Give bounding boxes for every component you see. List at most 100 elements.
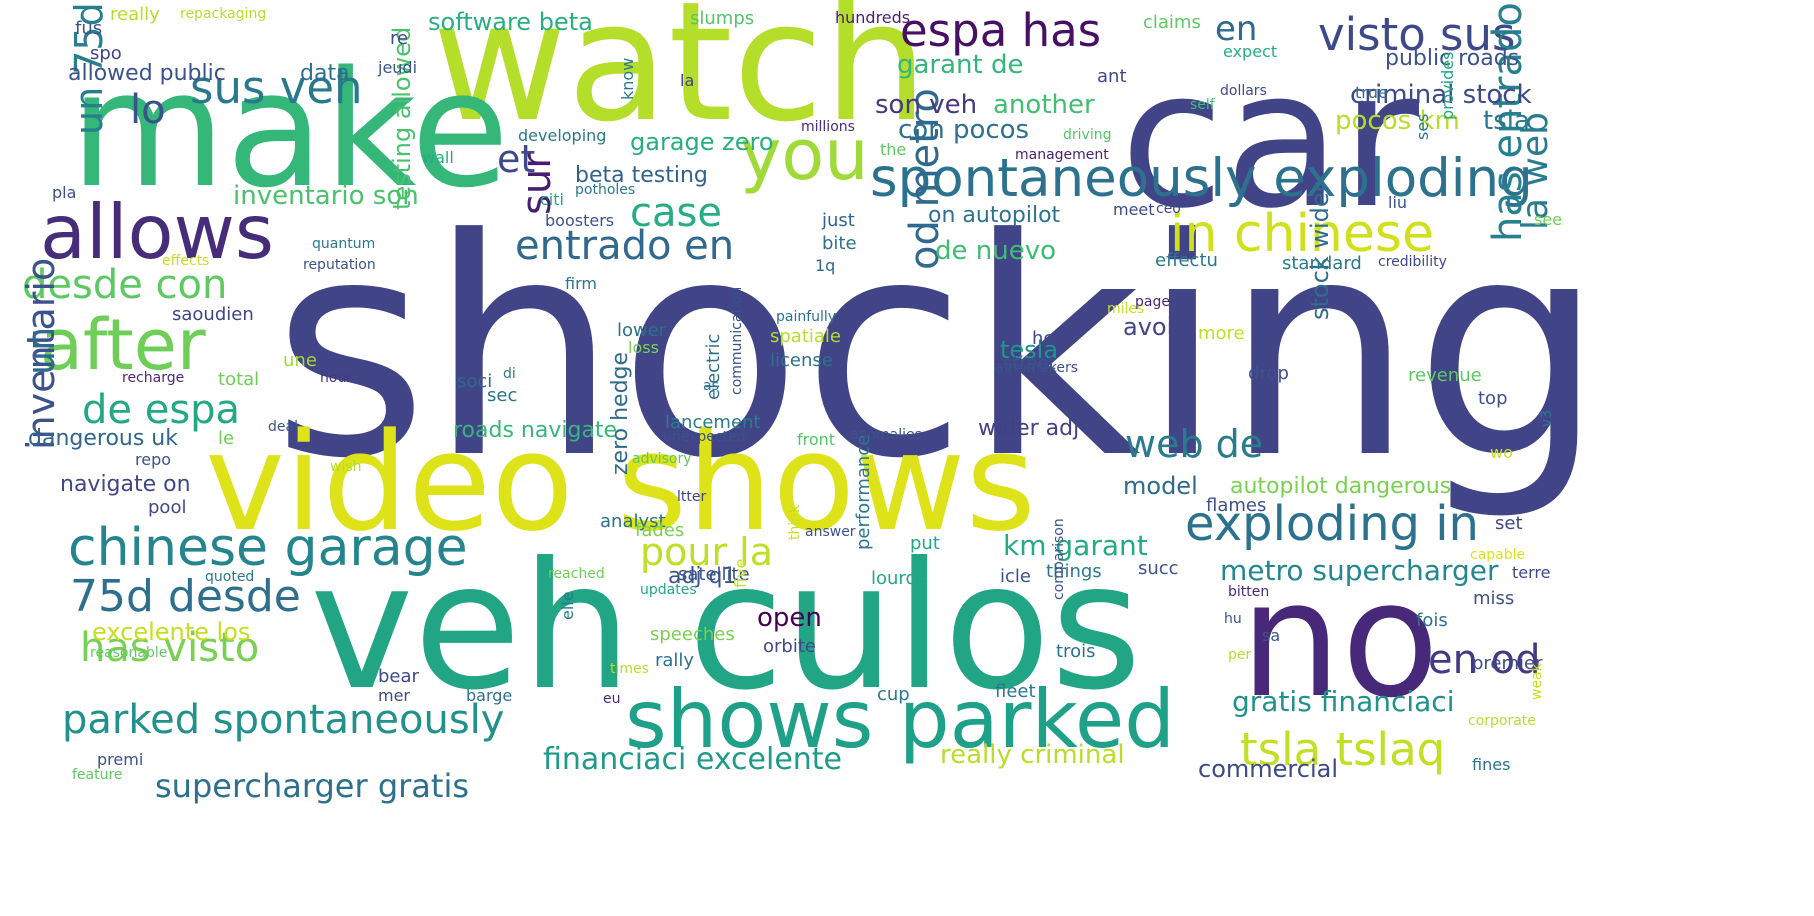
cloud-word: automakers <box>995 360 1078 376</box>
cloud-word: expect <box>1223 42 1278 61</box>
cloud-word: effectu <box>1155 250 1218 271</box>
cloud-word: dangerous uk <box>28 426 178 451</box>
cloud-word: sus veh <box>190 61 363 114</box>
cloud-word: bite <box>822 233 857 254</box>
cloud-word: in chinese <box>1170 204 1434 264</box>
cloud-word: video shows <box>205 404 1036 561</box>
cloud-word: boosters <box>545 211 615 230</box>
cloud-word: roads navigate <box>453 418 618 443</box>
cloud-word: updates <box>640 582 697 598</box>
cloud-word: tsla <box>1483 106 1530 136</box>
cloud-word: parked spontaneously <box>62 697 505 743</box>
cloud-word: loss <box>628 338 659 357</box>
cloud-word: meet <box>1113 200 1155 219</box>
cloud-word: data <box>300 61 350 86</box>
cloud-word: make <box>70 36 510 223</box>
cloud-word: per <box>1228 647 1252 663</box>
cloud-word: more <box>1198 323 1245 344</box>
cloud-word: desde con <box>22 262 228 308</box>
cloud-word: son veh <box>875 90 978 120</box>
cloud-word: true <box>1355 83 1388 102</box>
cloud-word: weak <box>1529 663 1545 700</box>
cloud-word: 75d desde <box>70 571 301 622</box>
cloud-word: five <box>731 558 750 588</box>
cloud-word: chinese garage <box>68 518 468 578</box>
cloud-word: pla <box>52 183 77 202</box>
cloud-word: veh culos <box>310 526 1142 729</box>
cloud-word: wo <box>1490 443 1513 462</box>
cloud-word: another <box>993 90 1095 120</box>
cloud-word: speeches <box>650 624 735 645</box>
cloud-word: le <box>218 428 235 449</box>
cloud-word: soci <box>457 371 493 392</box>
cloud-word: as <box>703 378 719 394</box>
cloud-word: wall <box>422 148 454 167</box>
cloud-word: really criminal <box>940 740 1125 770</box>
cloud-word: pool <box>148 497 187 518</box>
cloud-word: beta testing <box>575 163 708 188</box>
cloud-word: icle <box>1000 566 1031 587</box>
cloud-word: de espa <box>82 387 241 433</box>
cloud-word: page <box>1135 294 1170 310</box>
cloud-word: financiaci excelente <box>543 742 843 777</box>
cloud-word: spatiale <box>770 326 841 347</box>
cloud-word: supercharger gratis <box>155 767 469 805</box>
cloud-word: web de <box>1125 422 1264 466</box>
cloud-word: lower <box>617 320 667 341</box>
cloud-word: allowed public <box>68 61 226 86</box>
cloud-word: reputation <box>303 257 376 273</box>
cloud-word: lancement <box>665 412 761 433</box>
cloud-word: hu <box>1224 611 1242 627</box>
cloud-word: potholes <box>575 182 636 198</box>
cloud-word: un <box>19 326 63 375</box>
cloud-word: credibility <box>1378 254 1447 270</box>
cloud-word: on autopilot <box>928 203 1061 228</box>
cloud-word: fois <box>1416 610 1448 631</box>
cloud-word: answer <box>805 524 856 540</box>
cloud-word: adj q1 <box>668 564 737 589</box>
cloud-word: hundreds <box>835 8 911 27</box>
cloud-word: capable <box>1470 547 1526 563</box>
cloud-word: wish <box>330 459 362 475</box>
cloud-word: fades <box>635 520 685 541</box>
cloud-word: testing allowed <box>388 26 416 210</box>
cloud-word: feature <box>72 767 123 783</box>
cloud-word: set <box>1495 513 1523 534</box>
cloud-word: pocos km <box>1335 106 1460 136</box>
cloud-word: une <box>283 350 317 371</box>
cloud-word: things <box>1046 561 1102 582</box>
cloud-word: drop <box>1248 363 1289 384</box>
cloud-word: reached <box>548 566 605 582</box>
cloud-word: km garant <box>1003 529 1148 562</box>
cloud-word: ant <box>1097 66 1127 87</box>
cloud-word: fus <box>75 18 103 39</box>
cloud-word: repo <box>135 450 172 469</box>
cloud-word: quantum <box>312 236 376 252</box>
cloud-word: metro supercharger <box>1220 554 1499 587</box>
cloud-word: painfully <box>776 309 837 325</box>
cloud-word: satellite <box>678 564 750 585</box>
cloud-word: repackaging <box>180 6 267 22</box>
cloud-word: trois <box>1056 641 1096 662</box>
cloud-word: corporate <box>1468 713 1536 729</box>
cloud-word: quoted <box>205 569 255 585</box>
cloud-word: la <box>680 71 695 90</box>
cloud-word: see <box>1534 210 1563 229</box>
cloud-word: open <box>757 603 822 633</box>
cloud-word: v3 <box>1539 409 1555 427</box>
cloud-word: car <box>1120 29 1420 250</box>
cloud-word: really <box>110 4 160 25</box>
cloud-word: tesla <box>1000 336 1059 364</box>
cloud-word: espa has <box>900 4 1102 57</box>
cloud-word: fleet <box>995 681 1036 702</box>
cloud-word: liu <box>1388 193 1408 212</box>
cloud-word: ltter <box>677 489 707 505</box>
cloud-word: deal <box>268 419 298 435</box>
cloud-word: tsla tslaq <box>1240 723 1446 776</box>
cloud-word: comparison <box>1051 518 1067 600</box>
cloud-word: bitten <box>1228 584 1270 600</box>
cloud-word: performance <box>853 434 874 550</box>
cloud-word: barge <box>466 686 513 705</box>
cloud-word: street <box>1003 353 1056 374</box>
cloud-word: developing <box>518 126 607 145</box>
